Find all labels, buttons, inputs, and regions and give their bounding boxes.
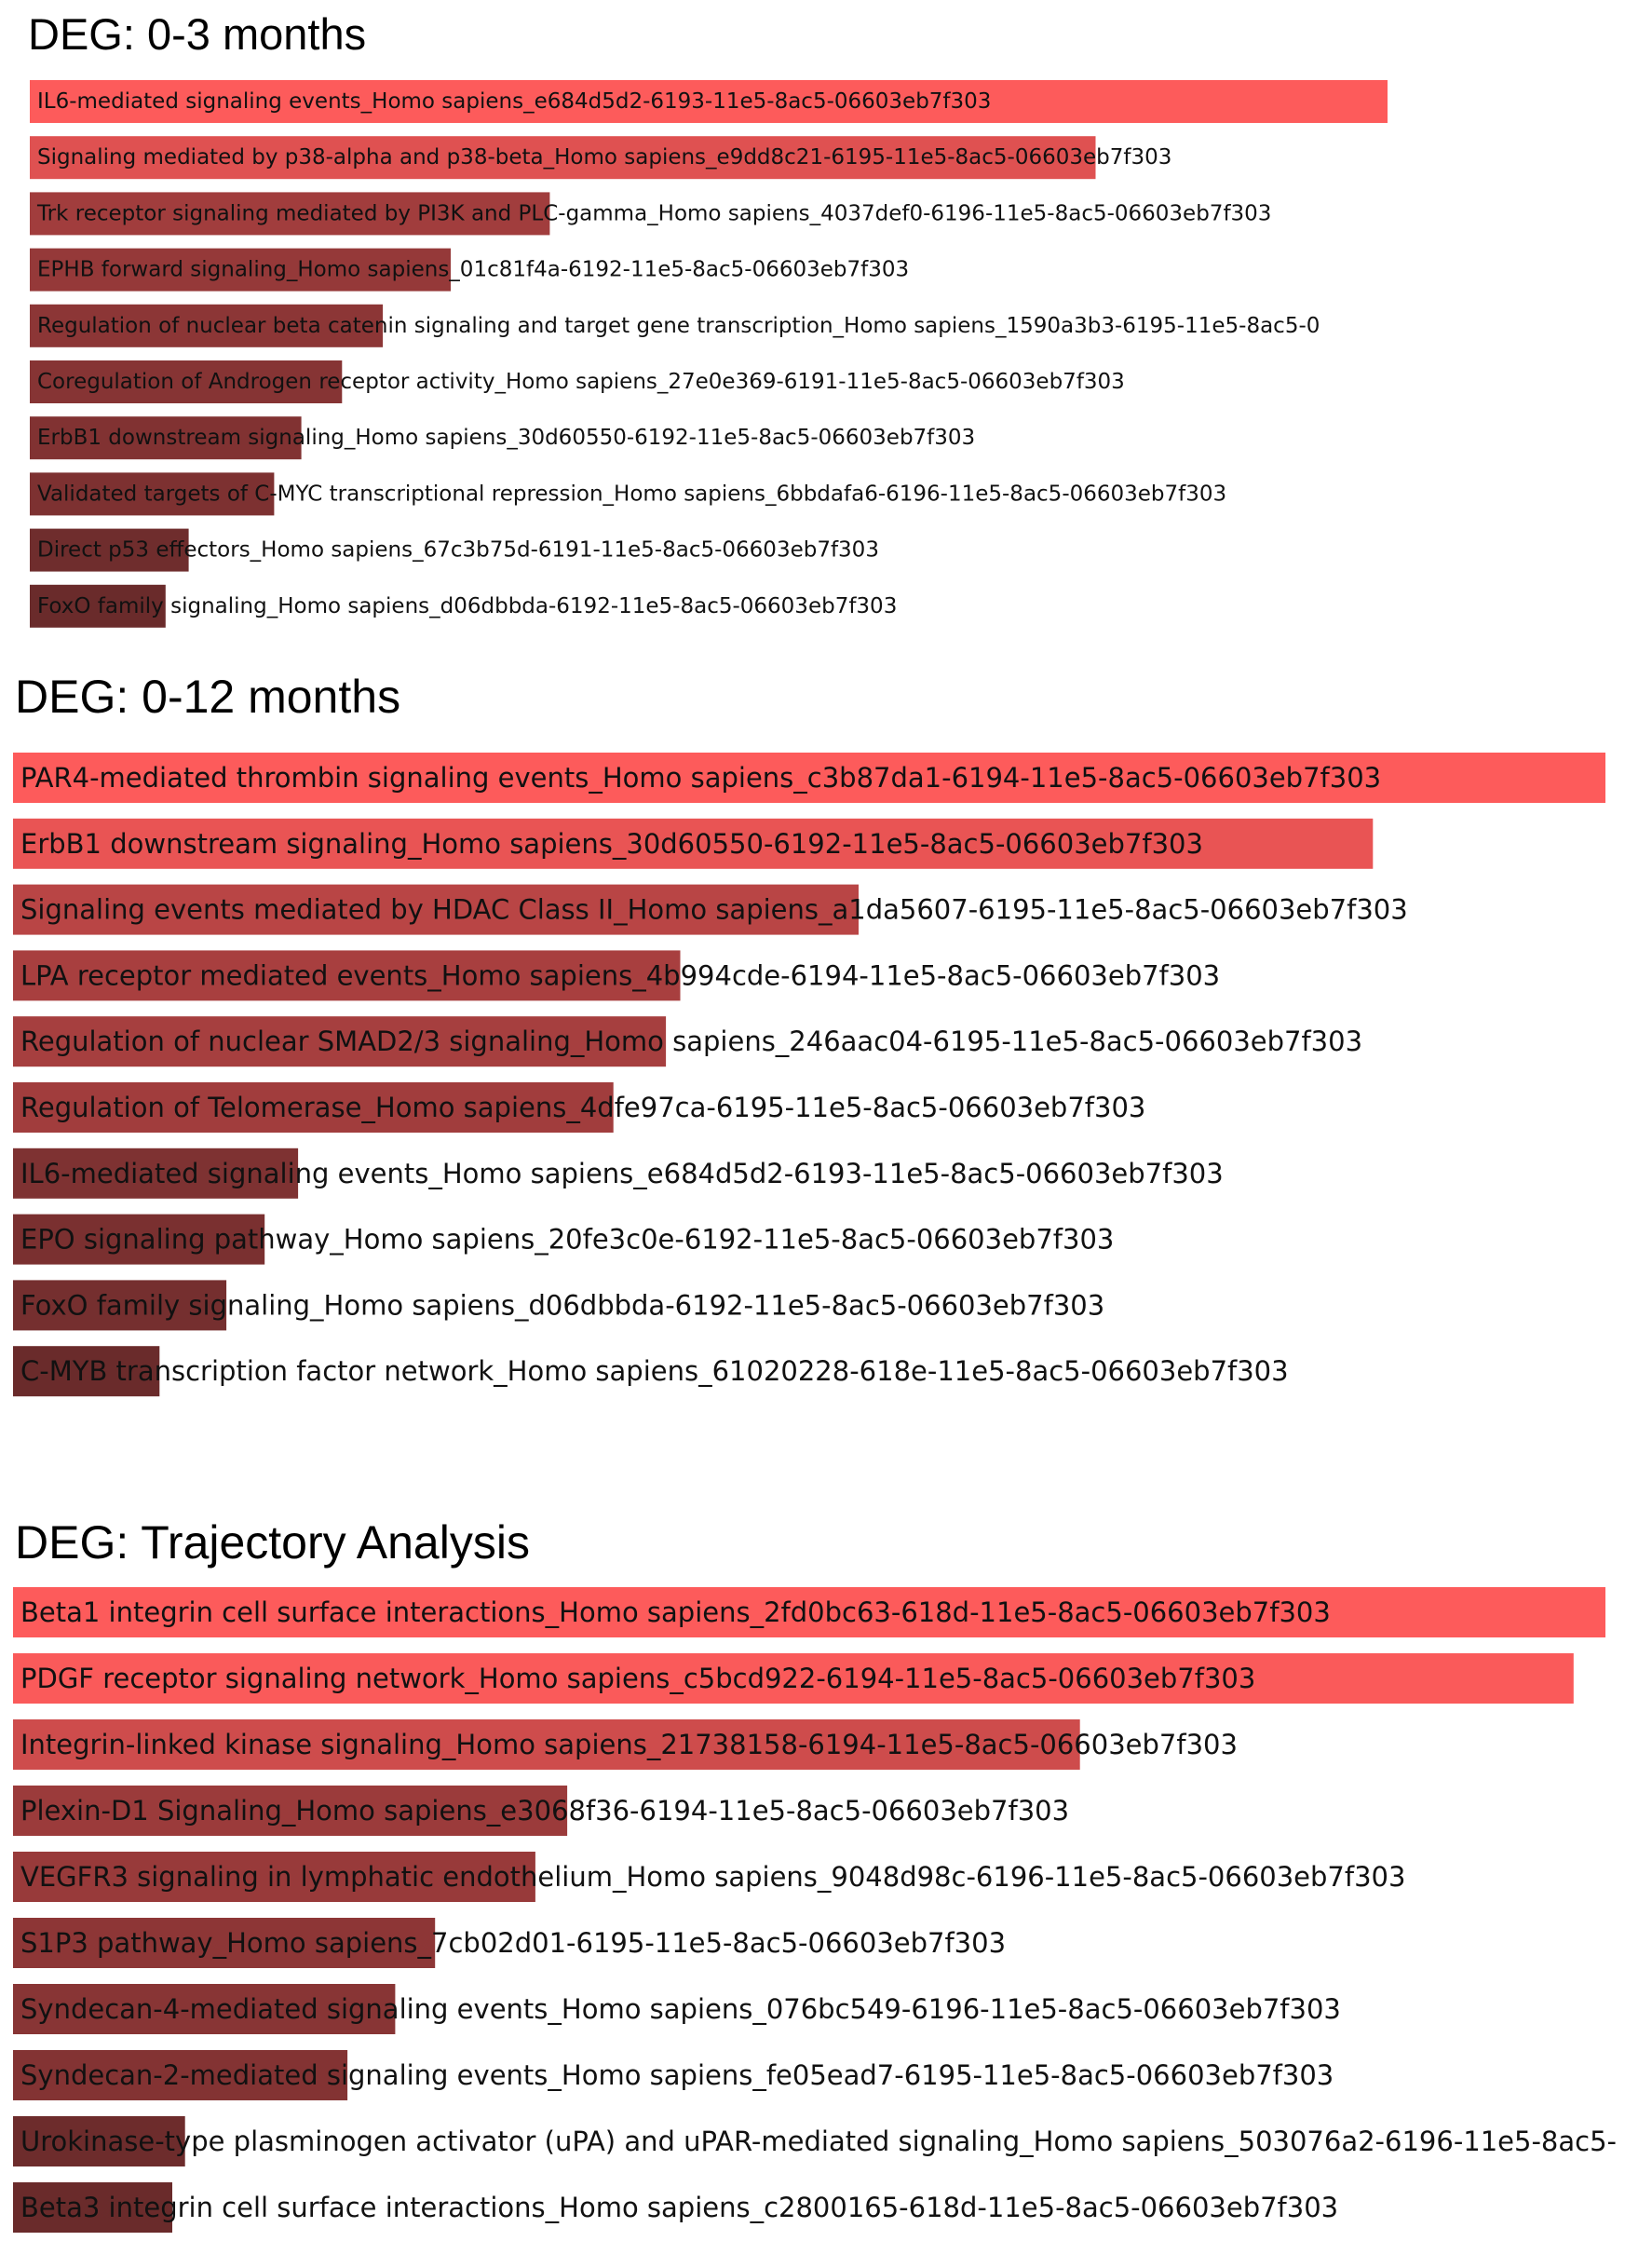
bar-label: Integrin-linked kinase signaling_Homo sa…: [20, 1729, 1238, 1760]
bar-label: Syndecan-2-mediated signaling events_Hom…: [20, 2059, 1334, 2091]
bar: [30, 80, 1388, 123]
bar: [13, 2116, 185, 2166]
bar-label: EPO signaling pathway_Homo sapiens_20fe3…: [20, 1224, 1114, 1256]
bar: [30, 136, 1096, 180]
panel-title-2: DEG: Trajectory Analysis: [15, 1516, 530, 1569]
bar: [13, 1280, 227, 1331]
bar-label: IL6-mediated signaling events_Homo sapie…: [37, 89, 991, 114]
bar: [13, 1587, 1605, 1637]
bar: [13, 753, 1605, 803]
bar: [13, 2182, 172, 2233]
bar: [13, 1786, 568, 1836]
bar: [13, 1016, 667, 1067]
bar-label: C-MYB transcription factor network_Homo …: [20, 1355, 1289, 1387]
bar-label: IL6-mediated signaling events_Homo sapie…: [20, 1158, 1224, 1189]
bar: [13, 1852, 535, 1902]
bar: [30, 584, 166, 628]
bar: [30, 360, 343, 403]
bar: [13, 1918, 436, 1968]
bar-label: Signaling events mediated by HDAC Class …: [20, 894, 1408, 926]
bar-label: LPA receptor mediated events_Homo sapien…: [20, 959, 1220, 991]
panel-title-0: DEG: 0-3 months: [28, 9, 367, 59]
bar: [30, 416, 302, 460]
bar-chart-0-3-months: IL6-mediated signaling events_Homo sapie…: [30, 80, 1388, 628]
bar: [13, 1653, 1574, 1704]
bar-label: ErbB1 downstream signaling_Homo sapiens_…: [37, 426, 975, 450]
bar: [30, 304, 384, 347]
bar-label: FoxO family signaling_Homo sapiens_d06db…: [37, 594, 897, 618]
bar: [13, 1148, 299, 1199]
panel-title-1: DEG: 0-12 months: [15, 671, 401, 723]
bar-label: PAR4-mediated thrombin signaling events_…: [20, 762, 1381, 794]
bar-label: Beta3 integrin cell surface interactions…: [20, 2192, 1338, 2223]
bar: [13, 950, 681, 1001]
bar-label: Direct p53 effectors_Homo sapiens_67c3b7…: [37, 538, 879, 563]
bar: [13, 884, 859, 935]
bar-label: Regulation of nuclear beta catenin signa…: [37, 314, 1320, 338]
bar-label: Validated targets of C-MYC transcription…: [37, 482, 1226, 506]
bar-label: VEGFR3 signaling in lymphatic endotheliu…: [20, 1861, 1405, 1893]
bar: [30, 248, 451, 292]
bar: [13, 818, 1374, 869]
bar-label: Beta1 integrin cell surface interactions…: [20, 1596, 1331, 1628]
bar-label: Regulation of Telomerase_Homo sapiens_4d…: [20, 1092, 1145, 1123]
bar: [13, 1984, 396, 2034]
bar: [13, 1082, 614, 1133]
bar-label: Signaling mediated by p38-alpha and p38-…: [37, 145, 1171, 170]
bar-label: Coregulation of Androgen receptor activi…: [37, 370, 1125, 394]
bar: [13, 2050, 348, 2100]
bar: [13, 1214, 265, 1265]
bar-label: PDGF receptor signaling network_Homo sap…: [20, 1663, 1255, 1694]
bar: [13, 1719, 1080, 1770]
bar: [30, 192, 550, 236]
bar: [30, 472, 275, 516]
bar-label: ErbB1 downstream signaling_Homo sapiens_…: [20, 828, 1203, 860]
bar-label: Syndecan-4-mediated signaling events_Hom…: [20, 1993, 1341, 2025]
bar-label: Urokinase-type plasminogen activator (uP…: [20, 2126, 1617, 2157]
bar-label: Trk receptor signaling mediated by PI3K …: [36, 201, 1271, 225]
bar-label: EPHB forward signaling_Homo sapiens_01c8…: [37, 258, 909, 282]
bar-label: S1P3 pathway_Homo sapiens_7cb02d01-6195-…: [20, 1927, 1006, 1959]
bar-label: Regulation of nuclear SMAD2/3 signaling_…: [20, 1025, 1362, 1057]
bar: [13, 1346, 160, 1397]
bar-label: FoxO family signaling_Homo sapiens_d06db…: [20, 1289, 1104, 1321]
bar-chart-0-12-months: PAR4-mediated thrombin signaling events_…: [13, 753, 1605, 1397]
bar-chart-trajectory-analysis: Beta1 integrin cell surface interactions…: [13, 1587, 1617, 2233]
bar-label: Plexin-D1 Signaling_Homo sapiens_e3068f3…: [20, 1795, 1069, 1827]
bar: [30, 528, 189, 572]
